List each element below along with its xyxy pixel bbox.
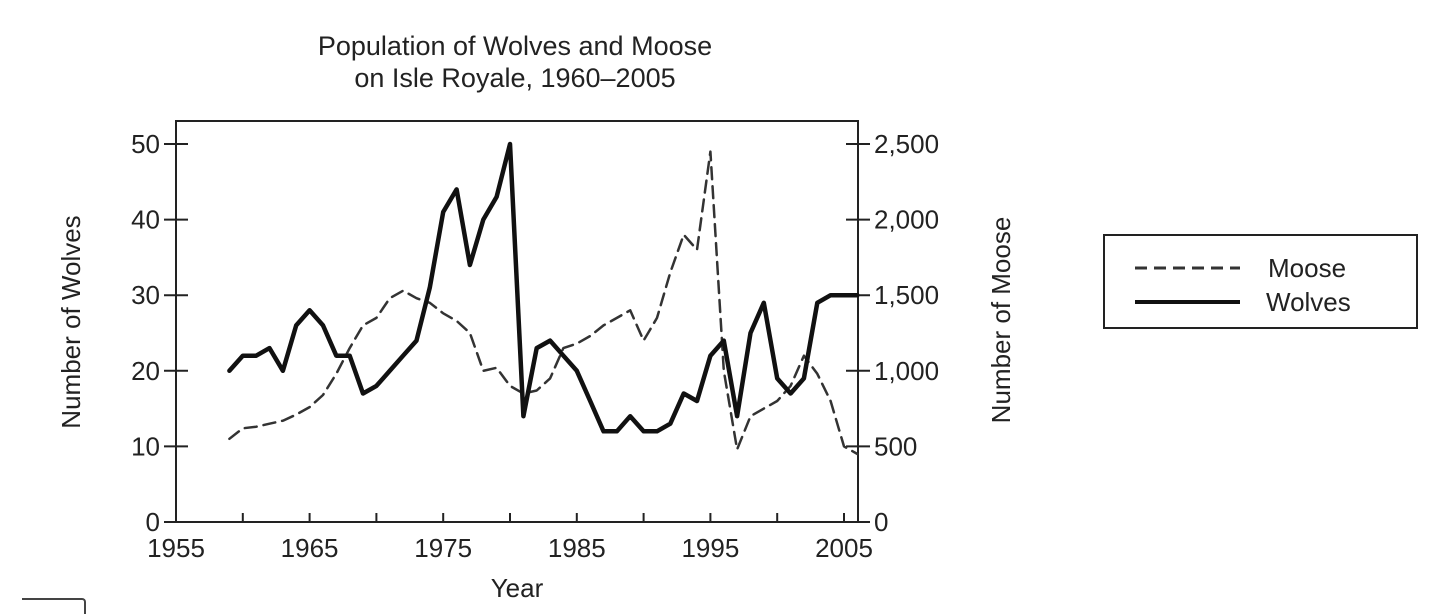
y-left-tick-label: 10	[131, 431, 160, 461]
y-axis-right-title: Number of Moose	[986, 217, 1016, 424]
y-axis-left: 0 10 20 30 40 50	[131, 129, 188, 537]
x-tick-label: 1955	[147, 533, 205, 563]
x-tick-label: 1985	[548, 533, 606, 563]
y-left-tick-label: 40	[131, 205, 160, 235]
legend-box	[1103, 234, 1418, 329]
series-line-wolves	[227, 141, 860, 434]
chart-title-line-2: on Isle Royale, 1960–2005	[354, 63, 675, 93]
legend-label-moose: Moose	[1268, 253, 1346, 283]
chart-title-line-1: Population of Wolves and Moose	[318, 31, 712, 61]
x-tick-label: 1995	[681, 533, 739, 563]
y-left-tick-label: 30	[131, 280, 160, 310]
y-right-tick-label: 0	[874, 507, 888, 537]
y-right-tick-label: 2,000	[874, 205, 939, 235]
series-line-moose	[228, 150, 859, 456]
y-axis-right: 0 500 1,000 1,500 2,000 2,500	[846, 129, 939, 537]
y-axis-left-title: Number of Wolves	[56, 215, 86, 428]
y-right-tick-label: 2,500	[874, 129, 939, 159]
x-tick-label: 1965	[281, 533, 339, 563]
x-axis: 1955 1965 1975 1985 1995 2005	[147, 513, 873, 563]
x-tick-label: 1975	[414, 533, 472, 563]
y-left-tick-label: 50	[131, 129, 160, 159]
series-layer	[227, 141, 860, 456]
x-tick-label: 2005	[815, 533, 873, 563]
y-left-tick-label: 20	[131, 356, 160, 386]
cropped-element-fragment	[22, 598, 86, 614]
legend-label-wolves: Wolves	[1266, 287, 1351, 317]
plot-frame	[175, 120, 859, 523]
y-right-tick-label: 1,500	[874, 280, 939, 310]
x-axis-title: Year	[491, 573, 544, 603]
y-right-tick-label: 1,000	[874, 356, 939, 386]
y-left-tick-label: 0	[146, 507, 160, 537]
y-right-tick-label: 500	[874, 431, 917, 461]
legend: Moose Wolves	[1103, 234, 1418, 329]
